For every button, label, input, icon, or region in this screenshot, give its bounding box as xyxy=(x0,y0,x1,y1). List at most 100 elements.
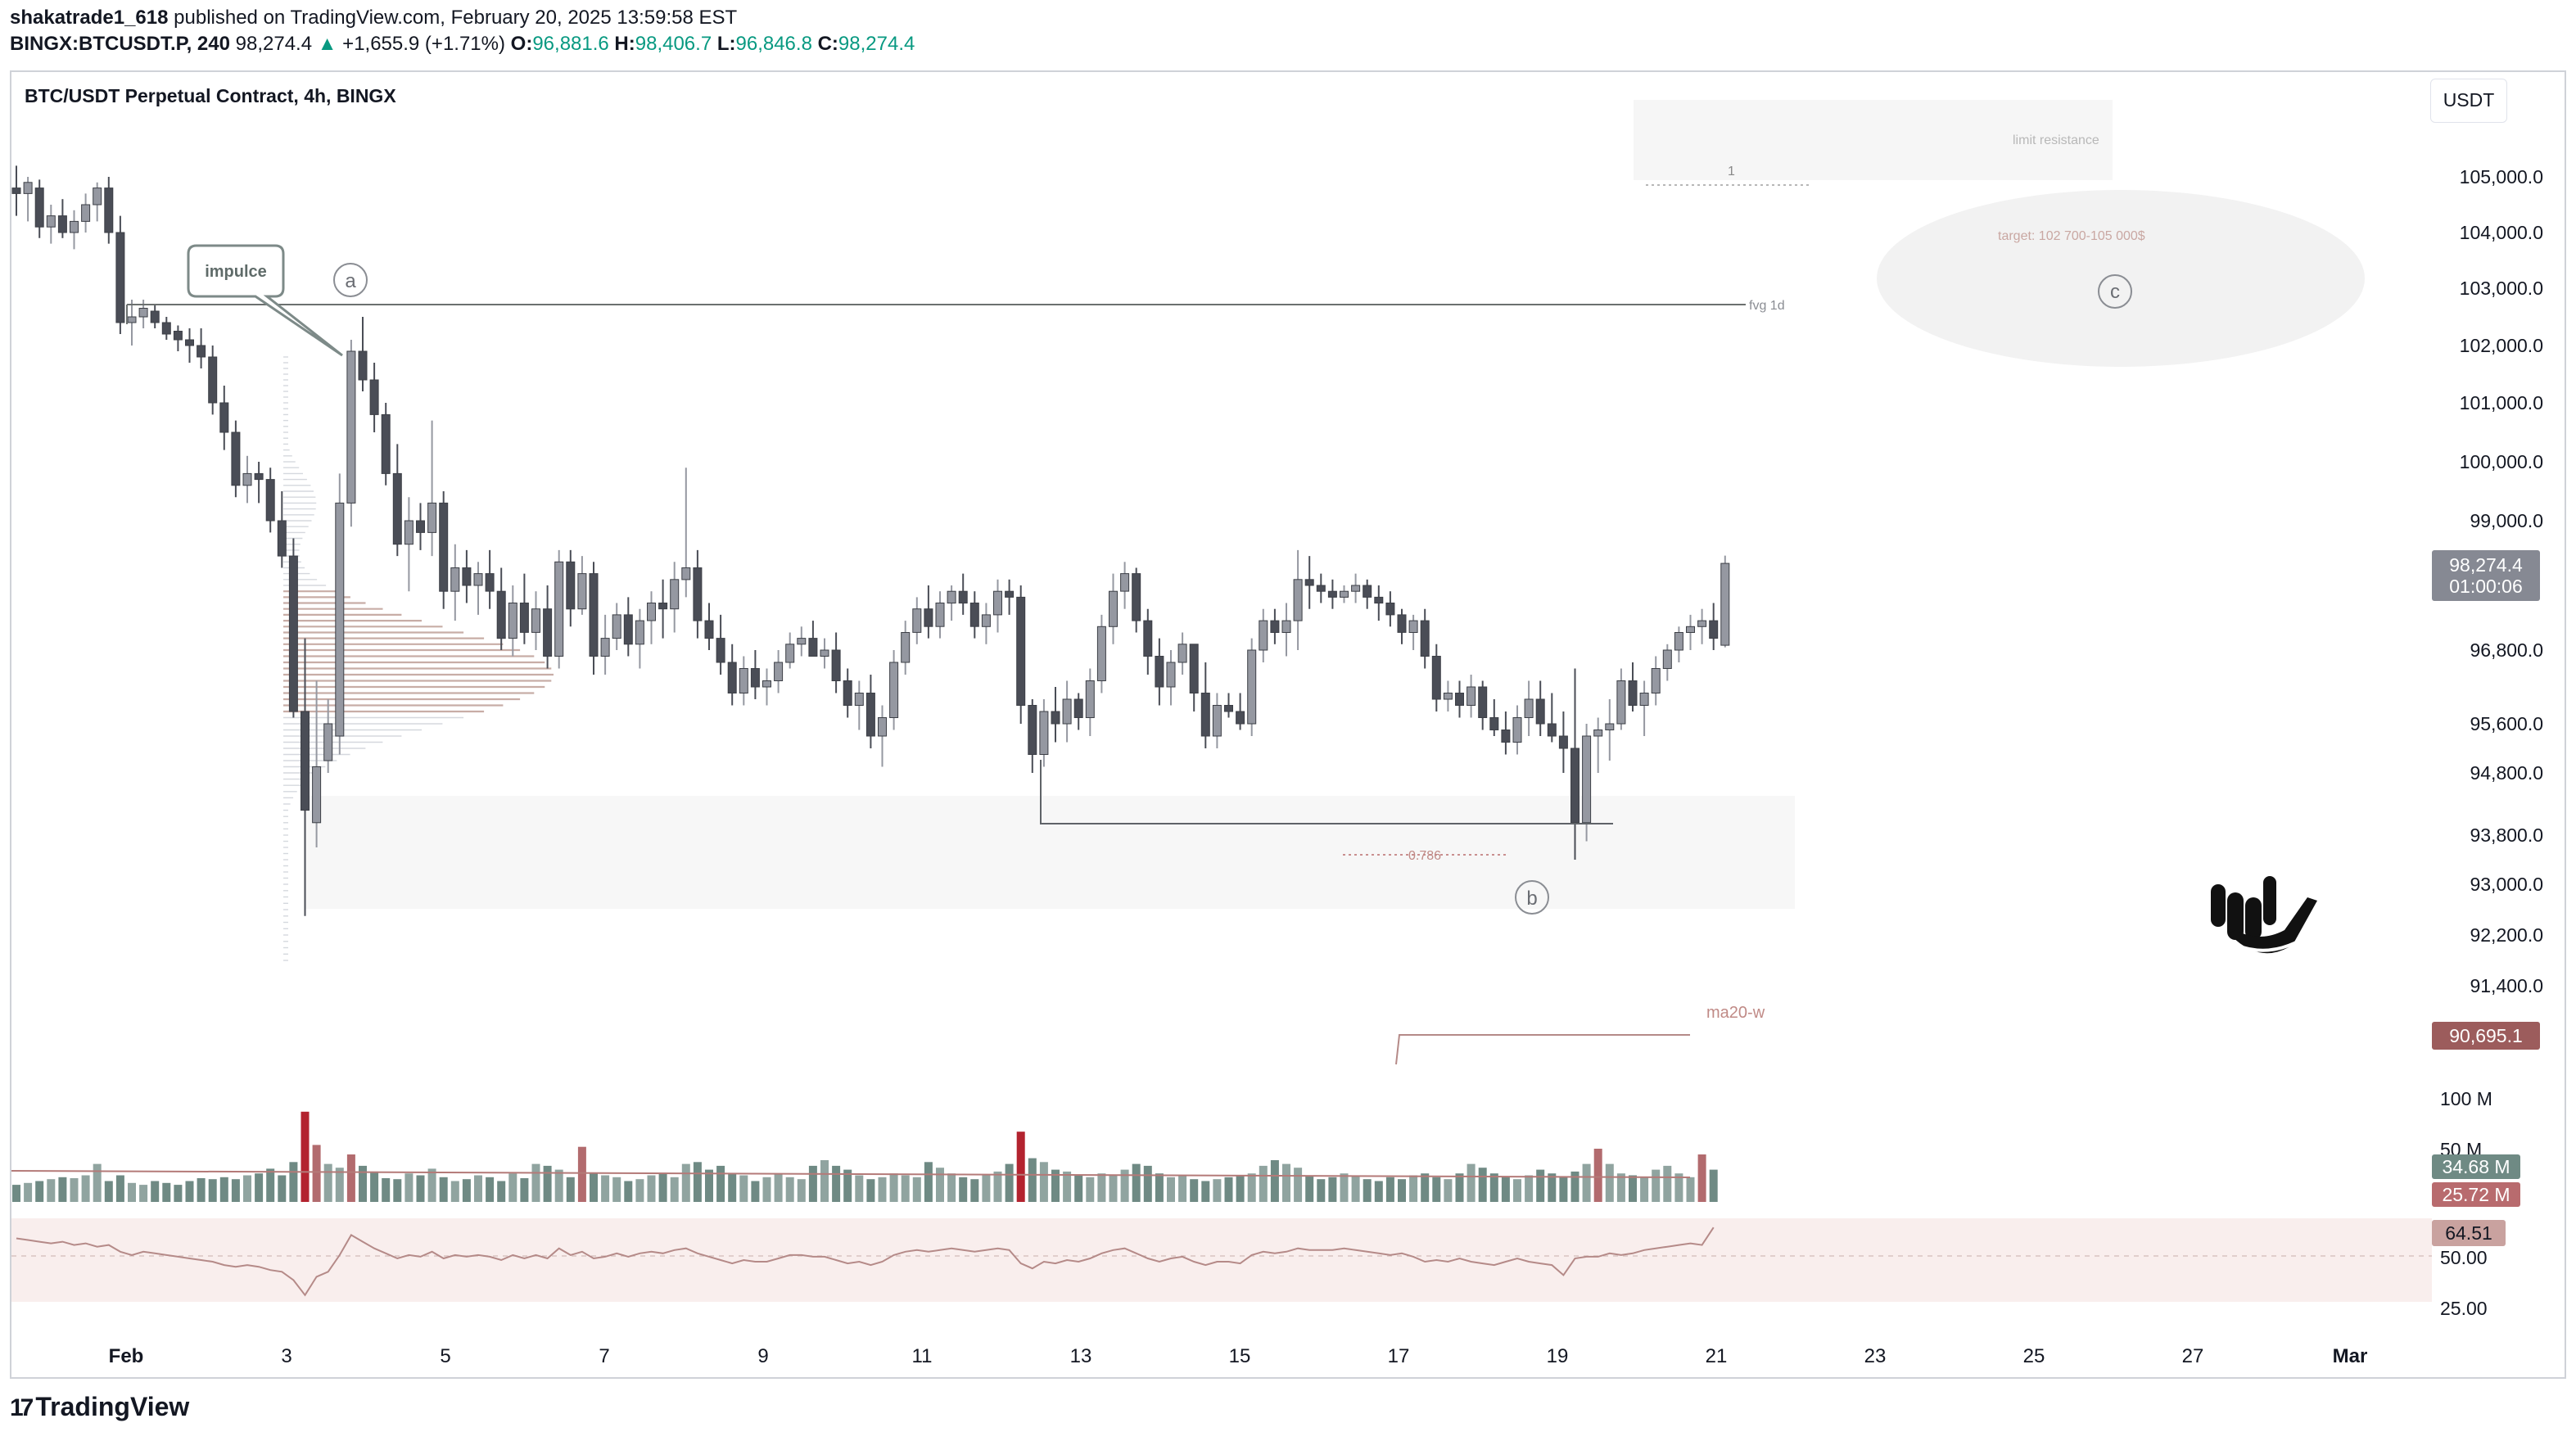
symbol-label[interactable]: BINGX:BTCUSDT.P, 240 xyxy=(10,33,230,55)
tradingview-logo[interactable]: 17 TradingView xyxy=(10,1392,189,1422)
volume-bar xyxy=(1663,1165,1672,1202)
rsi-tick-label: 50.00 xyxy=(2440,1247,2488,1268)
candle-body xyxy=(81,204,91,222)
price-tick-label: 91,400.0 xyxy=(2470,975,2543,996)
price-axis[interactable]: 105,000.0 104,000.0 103,000.0 102,000.0 101,… xyxy=(2460,166,2543,996)
volume-bar xyxy=(1074,1175,1083,1202)
volume-bar xyxy=(1616,1173,1625,1202)
time-tick-label: 23 xyxy=(1864,1345,1887,1367)
candle-body xyxy=(1281,620,1291,633)
volume-bar xyxy=(266,1168,275,1202)
volume-bar xyxy=(1501,1177,1510,1202)
time-tick-label: 9 xyxy=(757,1345,768,1367)
volume-bar xyxy=(323,1163,332,1202)
volume-bar xyxy=(404,1173,414,1202)
candle-body xyxy=(219,402,229,433)
candle-body xyxy=(1616,680,1626,725)
candle-body xyxy=(1420,620,1430,657)
volume-bar xyxy=(1478,1168,1487,1202)
candle-body xyxy=(1143,620,1153,657)
candle-body xyxy=(1489,717,1499,730)
time-tick-label: Feb xyxy=(109,1345,144,1367)
currency-button[interactable]: USDT xyxy=(2430,79,2507,123)
limit-resistance-zone xyxy=(1634,100,2113,180)
time-tick-label: 21 xyxy=(1706,1345,1728,1367)
close-value: 98,274.4 xyxy=(838,33,915,55)
wave-a-circle[interactable] xyxy=(333,263,368,297)
candle-body xyxy=(947,590,956,604)
candle-body xyxy=(1558,735,1568,749)
volume-bar xyxy=(820,1160,829,1202)
volume-bar xyxy=(93,1163,102,1202)
candle-body xyxy=(958,590,968,604)
volume-bar xyxy=(1051,1169,1060,1202)
time-tick-label: 13 xyxy=(1070,1345,1092,1367)
candle-body xyxy=(301,711,310,811)
candle-body xyxy=(1397,614,1407,633)
volume-bar xyxy=(1294,1168,1303,1202)
volume-bar xyxy=(1513,1179,1521,1202)
candle-body xyxy=(138,308,148,318)
countdown-badge-value: 01:00:06 xyxy=(2449,576,2523,597)
volume-bar xyxy=(889,1173,898,1202)
volume-bar xyxy=(35,1181,44,1202)
candle-body xyxy=(1212,705,1222,737)
volume-bar xyxy=(1086,1177,1095,1202)
candle-body xyxy=(1570,748,1579,824)
volume-bar xyxy=(151,1181,160,1202)
volume-bar xyxy=(1201,1181,1210,1202)
volume-bar xyxy=(497,1181,506,1202)
candle-body xyxy=(1628,680,1638,706)
time-axis[interactable]: Feb 3 5 7 9 11 13 15 17 19 21 23 25 27 Mar xyxy=(109,1345,2368,1367)
volume-bar xyxy=(520,1178,529,1202)
ma20-w-label: ma20-w xyxy=(1706,1004,1765,1022)
chart-frame xyxy=(10,70,2566,1379)
wave-b-circle[interactable] xyxy=(1515,880,1549,915)
volume-bar xyxy=(843,1169,852,1202)
price-tick-label: 93,800.0 xyxy=(2470,824,2543,846)
price-tick-label: 99,000.0 xyxy=(2470,510,2543,531)
volume-bar xyxy=(590,1173,598,1202)
volume-bar xyxy=(1593,1149,1602,1202)
candle-body xyxy=(1512,717,1522,743)
candle-body xyxy=(1224,705,1233,712)
volume-bar xyxy=(219,1177,228,1202)
candle-body xyxy=(496,590,506,639)
volume-bar xyxy=(1190,1179,1199,1202)
volume-bar xyxy=(139,1185,148,1202)
candle-body xyxy=(1316,585,1326,592)
candle-body xyxy=(1259,620,1268,651)
volume-bar xyxy=(208,1179,217,1202)
wave-c-circle[interactable] xyxy=(2098,274,2132,309)
time-tick-label: 3 xyxy=(281,1345,291,1367)
volume-bar xyxy=(185,1181,194,1202)
volume-bar xyxy=(1455,1173,1464,1202)
author-name[interactable]: shakatrade1_618 xyxy=(10,7,169,29)
candle-body xyxy=(346,350,356,504)
range-low-line[interactable] xyxy=(1040,760,1613,824)
ma20-w-line[interactable] xyxy=(1395,1034,1690,1065)
candle-body xyxy=(208,356,218,404)
volume-bar xyxy=(47,1179,56,1202)
volume-bar xyxy=(716,1165,725,1202)
candles[interactable] xyxy=(11,165,1730,916)
candle-body xyxy=(1662,649,1672,669)
candle-body xyxy=(1016,596,1026,707)
volume-bar xyxy=(959,1177,968,1202)
candle-body xyxy=(1304,579,1314,586)
volume-bar xyxy=(797,1179,806,1202)
volume-bar xyxy=(370,1171,379,1202)
candle-body xyxy=(1073,698,1083,718)
candle-body xyxy=(969,603,979,627)
time-tick-label: 25 xyxy=(2023,1345,2045,1367)
volume-bar xyxy=(1536,1169,1545,1202)
candle-body xyxy=(750,668,760,688)
candle-body xyxy=(381,413,391,474)
candle-body xyxy=(404,520,414,545)
candle-body xyxy=(1166,662,1176,688)
impulse-callout[interactable] xyxy=(187,244,343,357)
volume-bar xyxy=(1432,1177,1441,1202)
volume-bar xyxy=(901,1175,910,1202)
candle-body xyxy=(519,603,529,633)
